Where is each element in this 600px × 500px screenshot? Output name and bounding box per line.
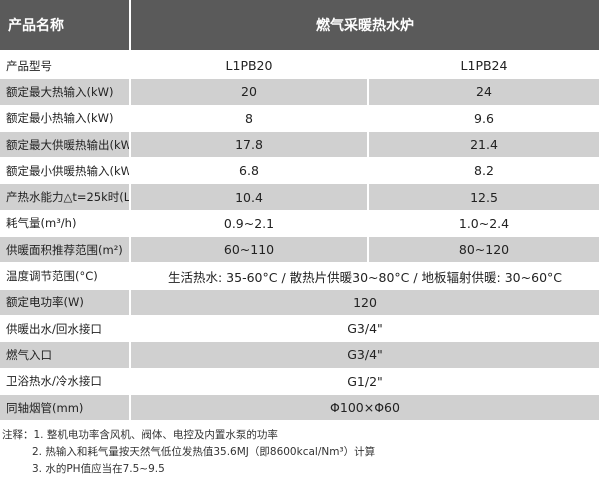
label-cell: 卫浴热水/冷水接口: [0, 368, 131, 395]
table-row: 燃气入口 G3/4": [0, 341, 600, 369]
label-cell: 温度调节范围(°C): [0, 262, 131, 290]
label-cell: 额定电功率(W): [0, 289, 131, 316]
value-cell: Φ100×Φ60: [130, 394, 600, 422]
value-cell: 24: [368, 78, 600, 106]
note-text: 2. 热输入和耗气量按天然气低位发热值35.6MJ（即8600kcal/Nm³）…: [32, 446, 376, 459]
note-line: 注释：1. 整机电功率含风机、阀体、电控及内置水泵的功率: [0, 427, 600, 444]
value-cell: 21.4: [368, 131, 600, 159]
note-line: 3. 水的PH值应当在7.5~9.5: [0, 461, 600, 478]
table-row: 额定最大热输入(kW) 20 24: [0, 78, 600, 106]
label-cell: 同轴烟管(mm): [0, 394, 131, 422]
table-row: 供暖面积推荐范围(m²) 60~110 80~120: [0, 236, 600, 264]
label-cell: 产热水能力△t=25k时(L/min): [0, 183, 131, 211]
value-cell: 6.8: [130, 157, 369, 185]
value-cell: 80~120: [368, 236, 600, 264]
spec-table: 产品名称 燃气采暖热水炉 产品型号 L1PB20 L1PB24 额定最大热输入(kW)…: [0, 0, 600, 422]
value-cell: 8: [130, 105, 369, 132]
value-cell: 20: [130, 78, 369, 106]
table-row: 额定最大供暖热输出(kW) 17.8 21.4: [0, 131, 600, 159]
note-text: 1. 整机电功率含风机、阀体、电控及内置水泵的功率: [33, 429, 278, 442]
notes: 注释：1. 整机电功率含风机、阀体、电控及内置水泵的功率 2. 热输入和耗气量按天…: [0, 427, 600, 478]
label-cell: 供暖面积推荐范围(m²): [0, 236, 131, 264]
spacer: [0, 50, 600, 53]
label-cell: 燃气入口: [0, 341, 131, 369]
value-cell: L1PB24: [368, 52, 600, 80]
value-cell: 12.5: [368, 183, 600, 211]
spacer-cell: [0, 50, 600, 53]
header-product: 燃气采暖热水炉: [130, 0, 600, 50]
value-cell: 8.2: [368, 157, 600, 185]
value-cell: L1PB20: [130, 52, 369, 80]
value-cell: 生活热水: 35-60°C / 散热片供暖30~80°C / 地板辐射供暖: 3…: [130, 262, 600, 290]
label-cell: 产品型号: [0, 52, 131, 80]
value-cell: 0.9~2.1: [130, 210, 369, 238]
label-cell: 耗气量(m³/h): [0, 210, 131, 238]
table-row: 产品型号 L1PB20 L1PB24: [0, 52, 600, 80]
value-cell: 1.0~2.4: [368, 210, 600, 238]
value-cell: 10.4: [130, 183, 369, 211]
label-cell: 额定最小热输入(kW): [0, 105, 131, 132]
note-line: 2. 热输入和耗气量按天然气低位发热值35.6MJ（即8600kcal/Nm³）…: [0, 444, 600, 461]
note-text: 3. 水的PH值应当在7.5~9.5: [32, 463, 165, 476]
value-cell: G3/4": [130, 341, 600, 369]
table-row: 耗气量(m³/h) 0.9~2.1 1.0~2.4: [0, 210, 600, 238]
table-row: 额定最小供暖热输入(kW) 6.8 8.2: [0, 157, 600, 185]
value-cell: 17.8: [130, 131, 369, 159]
table-row: 额定最小热输入(kW) 8 9.6: [0, 105, 600, 132]
value-cell: 120: [130, 289, 600, 316]
table-row: 卫浴热水/冷水接口 G1/2": [0, 368, 600, 395]
table-row: 温度调节范围(°C) 生活热水: 35-60°C / 散热片供暖30~80°C /…: [0, 262, 600, 290]
table-row: 供暖出水/回水接口 G3/4": [0, 315, 600, 343]
table-row: 额定电功率(W) 120: [0, 289, 600, 316]
table-row: 产热水能力△t=25k时(L/min)10.412.5: [0, 183, 600, 211]
table-row: 同轴烟管(mm) Φ100×Φ60: [0, 394, 600, 422]
note-prefix: 注释：: [2, 429, 34, 442]
value-cell: 9.6: [368, 105, 600, 132]
label-cell: 供暖出水/回水接口: [0, 315, 131, 343]
label-cell: 额定最大热输入(kW): [0, 78, 131, 106]
value-cell: G1/2": [130, 368, 600, 395]
header-label: 产品名称: [0, 0, 131, 50]
header-row: 产品名称 燃气采暖热水炉: [0, 0, 600, 50]
value-cell: G3/4": [130, 315, 600, 343]
label-cell: 额定最小供暖热输入(kW): [0, 157, 131, 185]
label-cell: 额定最大供暖热输出(kW): [0, 131, 131, 159]
value-cell: 60~110: [130, 236, 369, 264]
table-body: 产品型号 L1PB20 L1PB24 额定最大热输入(kW) 20 24 额定最小热输入(k…: [0, 50, 600, 422]
